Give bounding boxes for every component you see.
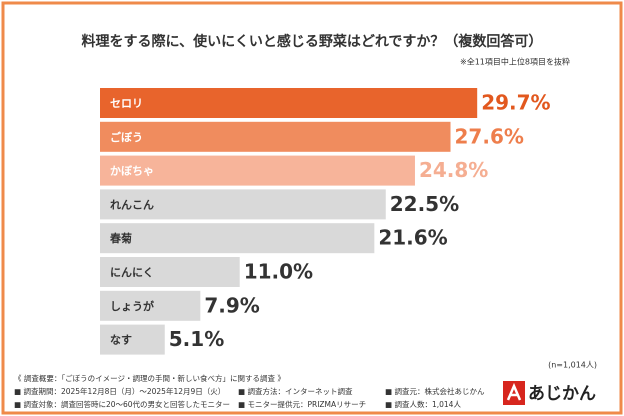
value-label: 5.1% xyxy=(169,327,224,351)
value-label: 11.0% xyxy=(244,260,313,284)
value-label: 27.6% xyxy=(455,124,524,148)
category-label: にんにく xyxy=(110,266,154,279)
survey-title: 《 調査概要：「ごぼうのイメージ・調理の手間・新しい食べ方」に関する調査 》 xyxy=(14,373,285,383)
bar xyxy=(100,88,478,118)
value-label: 24.8% xyxy=(419,158,488,182)
value-label: 29.7% xyxy=(481,91,550,115)
value-label: 21.6% xyxy=(378,226,447,250)
category-label: なす xyxy=(110,334,132,347)
chart-title: 料理をする際に、使いにくいと感じる野菜はどれですか？（複数回答可） xyxy=(82,33,543,50)
category-label: かぼちゃ xyxy=(110,165,154,178)
bar xyxy=(100,290,201,321)
category-label: しょうが xyxy=(110,299,154,313)
bar xyxy=(100,223,375,254)
category-label: 春菊 xyxy=(110,231,132,245)
bar xyxy=(100,121,451,152)
category-label: れんこん xyxy=(110,198,154,211)
logo-text: あじかん xyxy=(528,384,596,404)
survey-note: ■ 調査対象：調査回答時に20～60代の男女と回答したモニター xyxy=(14,399,230,409)
bar xyxy=(100,155,415,186)
category-label: セロリ xyxy=(110,97,143,110)
value-label: 7.9% xyxy=(204,293,259,317)
category-label: ごぼう xyxy=(110,130,143,144)
survey-note: ■ 調査元：株式会社あじかん xyxy=(385,386,485,396)
chart-subtitle: ※全11項目中上位8項目を抜粋 xyxy=(460,57,570,67)
value-label: 22.5% xyxy=(390,192,459,216)
logo-icon-mark xyxy=(506,382,522,401)
bar xyxy=(100,257,240,287)
survey-note: ■ 調査方法：インターネット調査 xyxy=(238,386,353,396)
bar xyxy=(100,324,165,355)
sample-note: (n=1,014人) xyxy=(548,361,597,370)
survey-note: ■ 調査人数：1,014人 xyxy=(385,399,461,409)
bar xyxy=(100,189,386,220)
survey-note: ■ 調査期間：2025年12月8日（月）～2025年12月9日（火） xyxy=(14,386,225,396)
survey-note: ■ モニター提供元：PRIZMAリサーチ xyxy=(238,399,366,409)
